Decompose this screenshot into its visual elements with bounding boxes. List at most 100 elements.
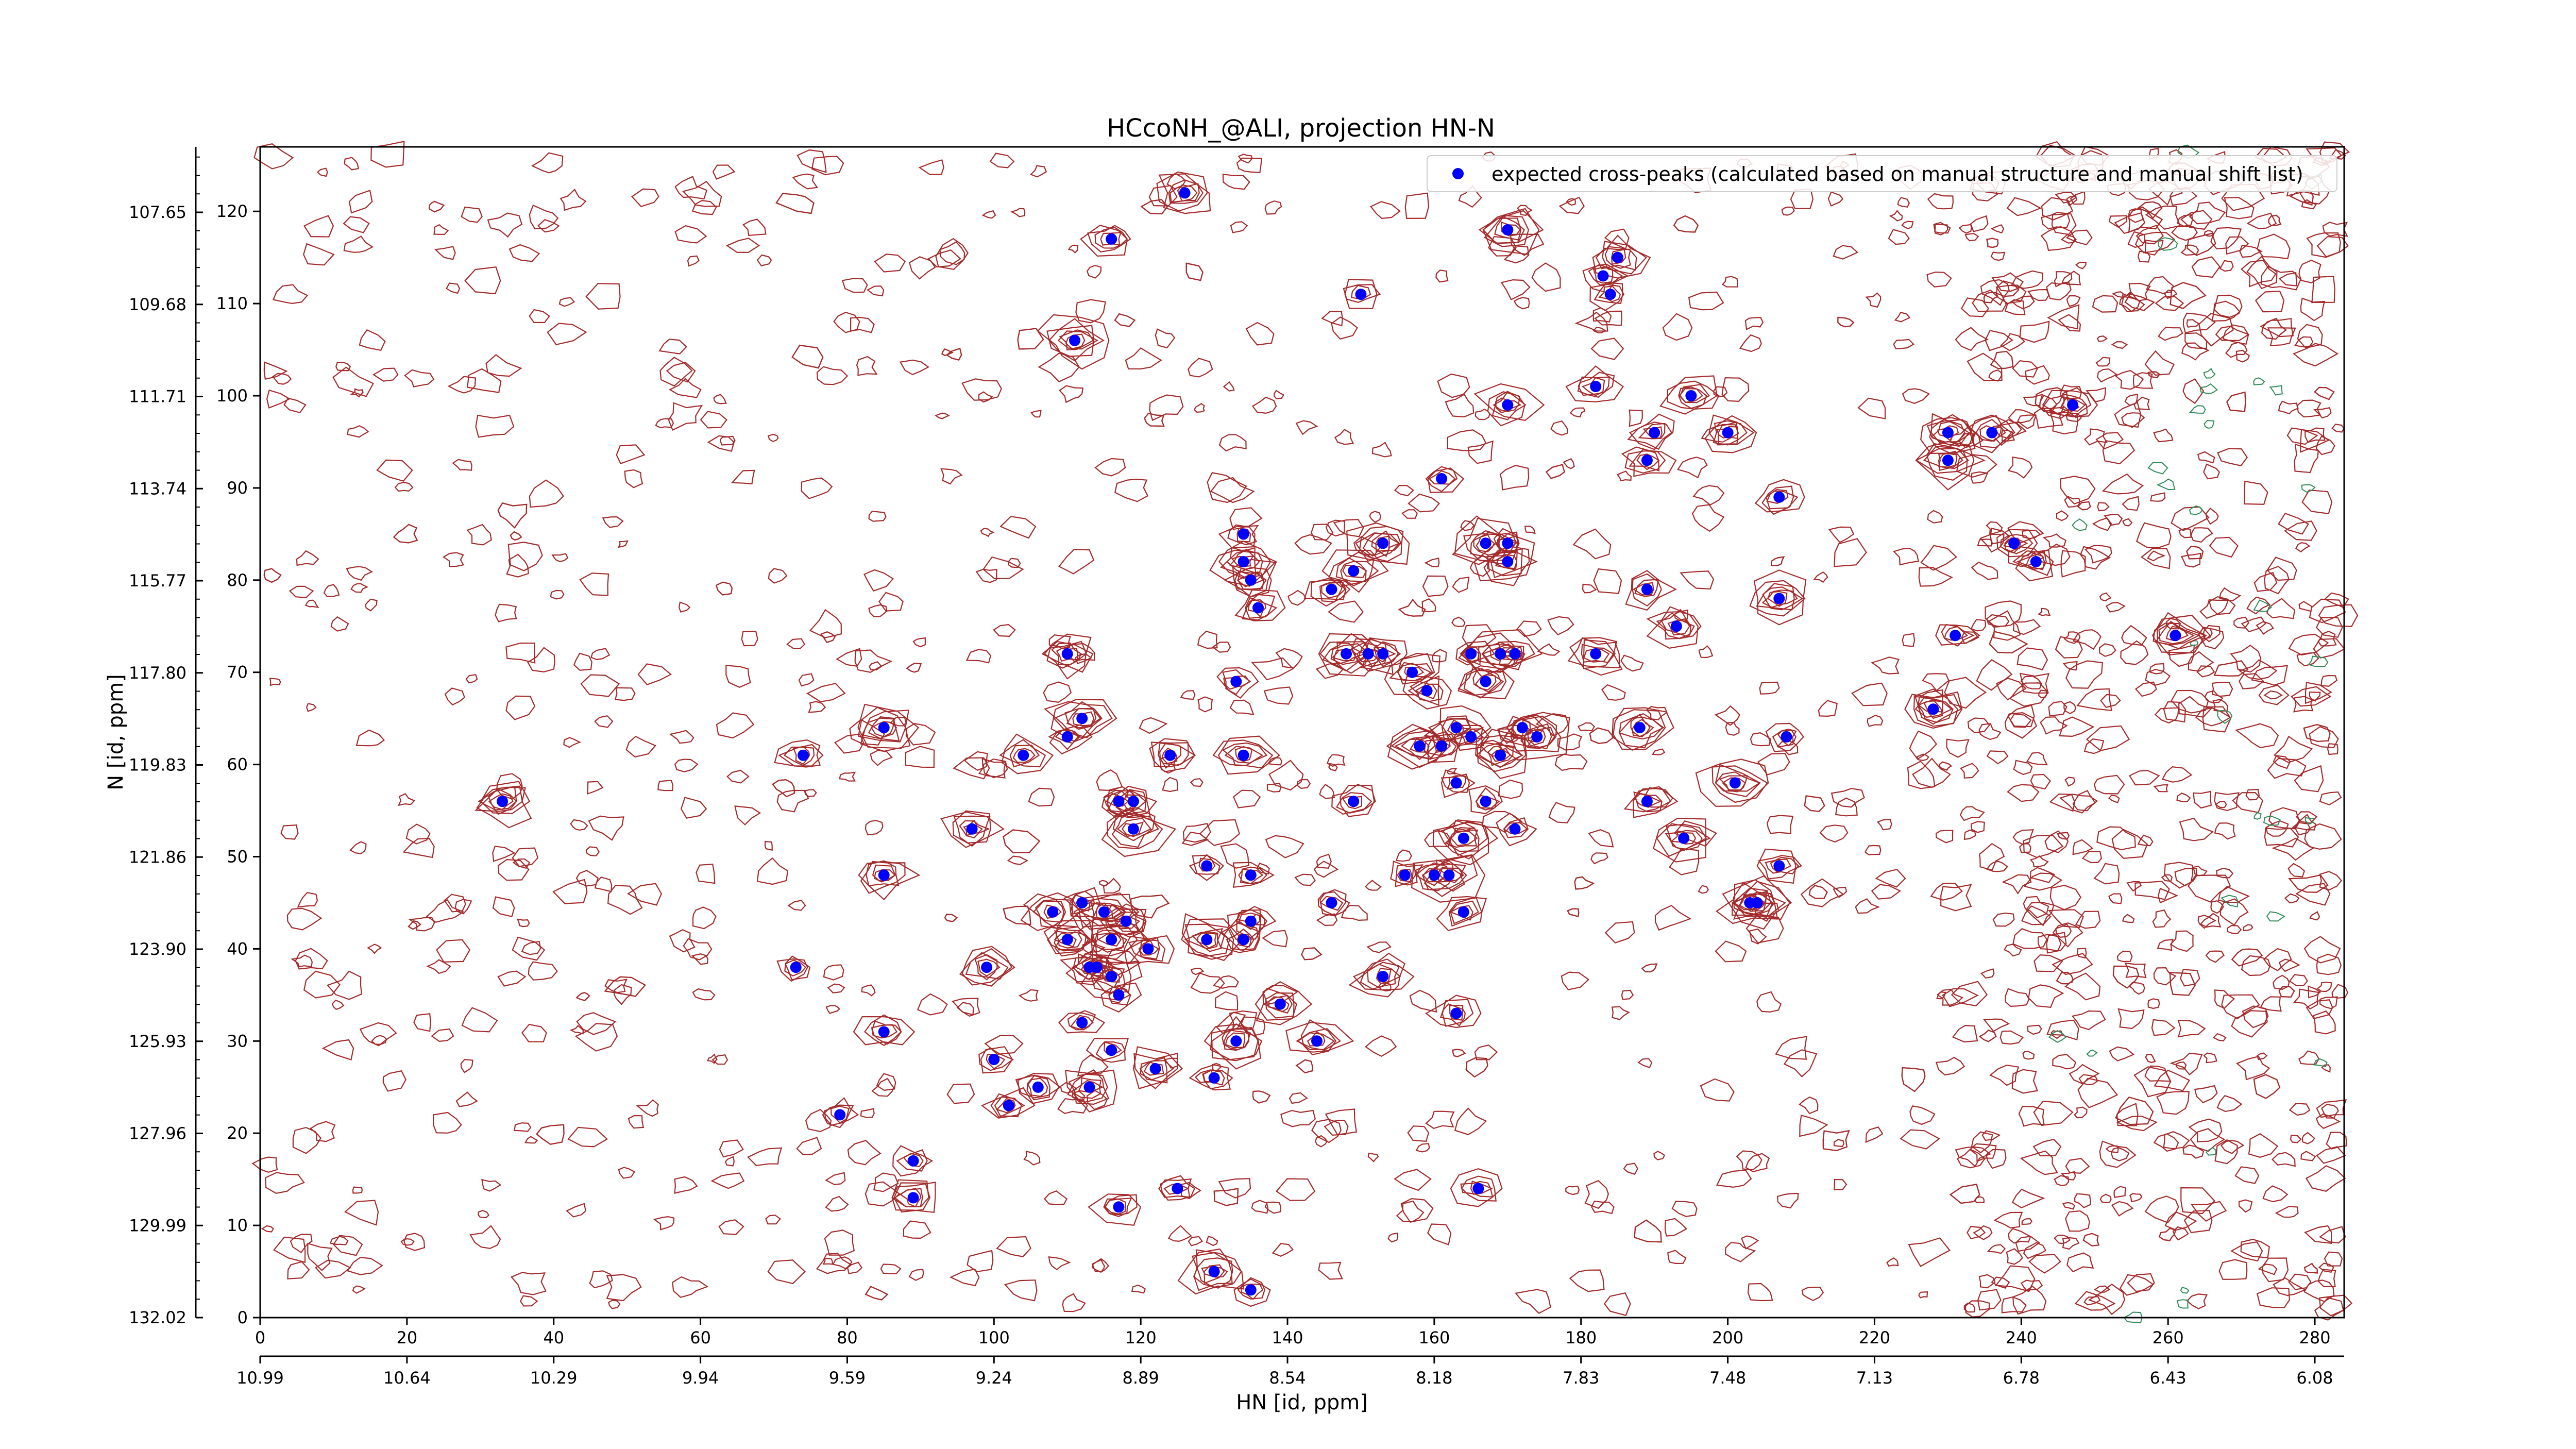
contour-line xyxy=(1732,891,1775,916)
contour-line xyxy=(1050,699,1117,743)
contour-line xyxy=(2288,1273,2312,1290)
contour-line xyxy=(580,674,620,697)
contour-line xyxy=(2076,688,2112,711)
contour-line xyxy=(1601,684,1626,701)
contour-line xyxy=(666,362,696,383)
contour-line xyxy=(2007,456,2033,479)
contour-line xyxy=(261,1225,274,1233)
contour-line xyxy=(713,394,727,405)
chart-title: HCcoNH_@ALI, projection HN-N xyxy=(1107,114,1495,143)
contour-line xyxy=(1156,171,1208,212)
contour-line xyxy=(996,1236,1031,1257)
contour-line xyxy=(2324,1251,2343,1267)
contour-line xyxy=(850,316,875,333)
contour-line xyxy=(528,961,558,981)
contour-line xyxy=(1632,573,1663,607)
contour-line xyxy=(1324,1120,1349,1136)
contour-line xyxy=(1698,645,1714,659)
contour-line xyxy=(1652,748,1666,755)
contour-line xyxy=(604,979,628,993)
contour-line xyxy=(628,1115,645,1129)
contour-line xyxy=(1322,633,1372,674)
contour-line xyxy=(1365,880,1382,891)
contour-line xyxy=(2305,1165,2346,1192)
contour-line xyxy=(1440,773,1470,793)
contour-line xyxy=(944,914,958,922)
contour-line xyxy=(2257,233,2291,260)
contour-line xyxy=(1095,1041,1126,1060)
contour-line xyxy=(481,1178,502,1192)
cross-peak-marker xyxy=(1106,233,1117,245)
contour-line xyxy=(1595,247,1637,271)
cross-peak-marker xyxy=(1641,583,1653,595)
cross-peak-marker xyxy=(1208,1072,1220,1084)
contour-line xyxy=(1447,429,1487,451)
cross-peak-marker xyxy=(1612,251,1623,263)
contour-line xyxy=(1204,1023,1261,1070)
contour-line xyxy=(903,1153,924,1167)
y-ppm-tick-label: 127.96 xyxy=(129,1124,187,1143)
cross-peak-marker xyxy=(1172,1183,1183,1194)
cross-peak-marker xyxy=(1252,602,1264,614)
contour-line xyxy=(1611,1006,1630,1020)
contour-line xyxy=(1160,1175,1196,1201)
contour-line xyxy=(1937,988,1964,1006)
contour-line xyxy=(2309,598,2346,624)
contour-line xyxy=(2181,342,2210,361)
contour-line xyxy=(1427,467,1465,493)
contour-line xyxy=(1188,1236,1204,1246)
contour-line xyxy=(2041,212,2071,230)
contour-line xyxy=(1026,1075,1050,1101)
contour-line xyxy=(1798,1096,1819,1115)
contour-line xyxy=(2066,195,2077,207)
contour-line xyxy=(978,1047,1014,1071)
contour-line xyxy=(359,329,386,351)
contour-line xyxy=(1632,786,1679,818)
contour-line xyxy=(1629,409,1643,427)
contour-line xyxy=(2304,427,2326,443)
contour-line xyxy=(1132,1046,1183,1089)
contour-line xyxy=(725,238,760,254)
contour-line xyxy=(2314,386,2335,400)
contour-line xyxy=(856,356,878,376)
contour-line xyxy=(1983,292,1998,304)
contour-line xyxy=(2268,807,2300,830)
contour-line xyxy=(1590,852,1608,865)
contour-line xyxy=(674,1176,698,1194)
contour-line xyxy=(1715,764,1761,797)
contour-line xyxy=(2170,282,2207,309)
contour-line xyxy=(1708,414,1755,446)
cross-peak-marker xyxy=(1942,454,1954,466)
cross-peak-marker xyxy=(1106,971,1117,983)
cross-peak-marker xyxy=(1450,1007,1462,1019)
contour-line xyxy=(2216,1095,2243,1113)
contour-line xyxy=(1181,913,1234,960)
contour-line xyxy=(1340,785,1375,817)
contour-line xyxy=(1926,271,1952,288)
contour-line xyxy=(1251,657,1294,681)
contour-line xyxy=(1222,742,1268,766)
contour-line xyxy=(1041,641,1094,673)
contour-line xyxy=(1408,675,1440,706)
contour-line xyxy=(537,219,560,233)
contour-line xyxy=(2320,675,2338,687)
cross-peak-marker xyxy=(1450,722,1462,734)
contour-line xyxy=(1940,884,1972,912)
contour-line xyxy=(1588,829,1614,848)
x-tick-label: 60 xyxy=(690,1328,711,1347)
contour-line xyxy=(1065,333,1086,350)
contour-line xyxy=(637,663,672,685)
contour-line xyxy=(1548,802,1575,823)
contour-line xyxy=(1122,821,1144,837)
contour-line xyxy=(2214,989,2235,1009)
contour-line xyxy=(2099,1193,2112,1204)
contour-line xyxy=(2319,1226,2346,1244)
contour-line xyxy=(1969,1143,1997,1162)
contour-line xyxy=(2109,1046,2135,1062)
contour-line xyxy=(413,1013,431,1032)
contour-line xyxy=(2205,950,2225,963)
cross-peak-marker xyxy=(1018,749,1029,761)
contour-line xyxy=(2300,429,2330,453)
contour-line xyxy=(352,1186,363,1194)
contour-line xyxy=(347,425,369,438)
